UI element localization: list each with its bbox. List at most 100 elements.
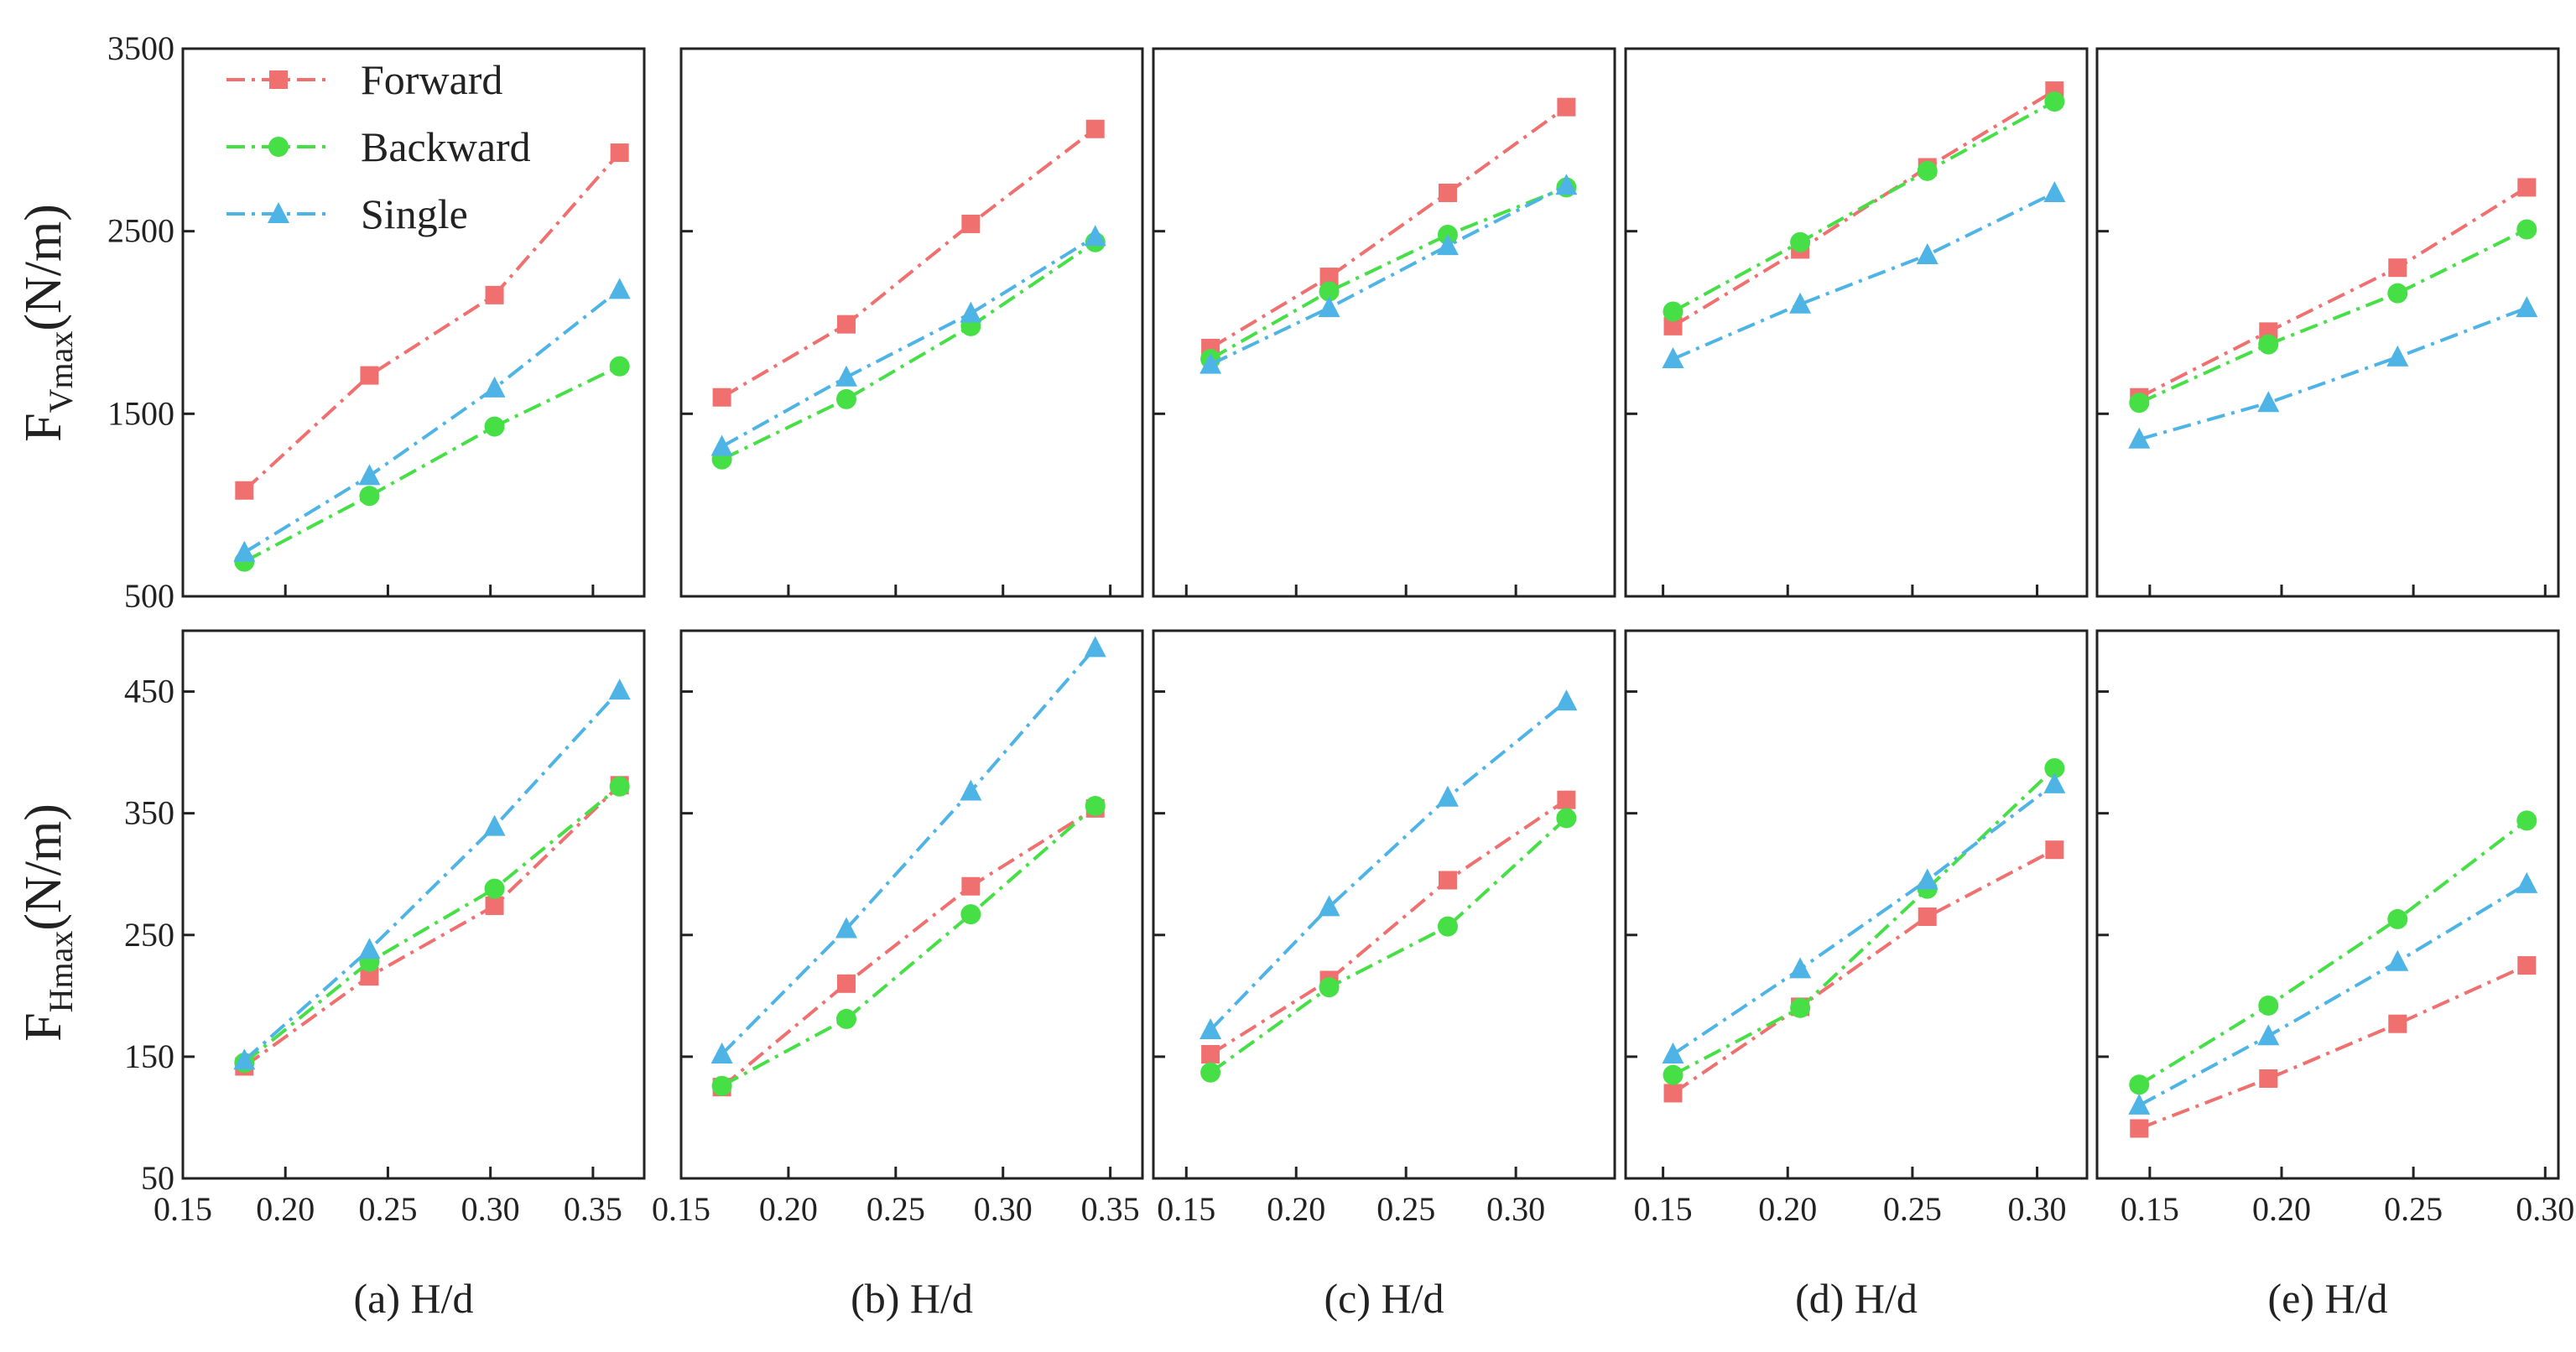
panel-c-upper-backward-line <box>1210 185 1568 361</box>
panel-e-lower-backward-point-1 <box>2129 1074 2150 1095</box>
panel-d-upper-backward-point-2 <box>1790 231 1811 252</box>
panel-e-upper-single-point-1 <box>2128 427 2151 449</box>
panel-a-upper-backward-line <box>243 364 621 564</box>
panel-a-lower-single-point-4 <box>608 679 631 700</box>
panel-b-upper-forward-point-2 <box>836 315 856 334</box>
panel-d-lower-forward-point-4 <box>2045 840 2064 860</box>
legend-item-forward: Forward <box>226 56 502 103</box>
panel-c-lower-forward-point-1 <box>1201 1044 1220 1063</box>
x-tick-label-c-0.20: 0.20 <box>1267 1190 1325 1228</box>
panel-e-upper-forward-point-4 <box>2517 178 2537 197</box>
panel-e-upper-backward-point-2 <box>2258 334 2279 355</box>
panel-d-upper-backward-point-3 <box>1917 160 1938 181</box>
panel-b-lower-backward-point-2 <box>835 1008 856 1029</box>
x-tick-label-e-0.25: 0.25 <box>2384 1190 2443 1228</box>
upper-y-axis-label: FVmax(N/m) <box>15 204 80 442</box>
panel-b-lower: 0.15 0.20 0.25 0.30 0.35 <box>652 629 1144 1228</box>
y-tick-label-lower-50: 50 <box>141 1159 174 1197</box>
panel-c-lower-backward-point-1 <box>1200 1062 1221 1083</box>
panel-a-lower-forward-point-3 <box>485 896 504 915</box>
caption-c: (c) H/d <box>1324 1275 1444 1322</box>
panel-e-upper <box>2095 47 2560 598</box>
panel-c-lower-backward-point-2 <box>1319 977 1340 998</box>
panel-c-upper-single-point-2 <box>1318 296 1340 318</box>
panel-a-lower-single-point-3 <box>483 814 506 836</box>
legend-forward-marker <box>269 70 288 89</box>
panel-d-upper-backward-point-1 <box>1663 301 1684 322</box>
panel-c-lower-single-line <box>1209 699 1568 1032</box>
panel-e-lower-frame <box>2095 629 2560 1180</box>
panel-d-lower-backward-line <box>1672 767 2056 1077</box>
x-tick-label-a-0.20: 0.20 <box>256 1190 315 1228</box>
panel-e-lower-backward-line <box>2138 819 2528 1086</box>
y-tick-label-upper-3500: 3500 <box>107 29 174 67</box>
x-tick-label-d-0.20: 0.20 <box>1758 1190 1817 1228</box>
panel-b-upper-backward-line <box>721 241 1096 461</box>
panel-b-upper <box>679 47 1144 598</box>
panel-a-upper-single-point-2 <box>358 464 381 486</box>
panel-b-lower-backward-line <box>721 804 1097 1088</box>
panel-b-lower-backward-point-1 <box>711 1075 732 1096</box>
panel-d-lower-forward-line <box>1672 848 2056 1095</box>
legend-backward-label: Backward <box>361 123 531 170</box>
panel-e-upper-backward-line <box>2138 227 2528 405</box>
panel-c-lower-backward-point-3 <box>1437 916 1458 937</box>
x-tick-label-a-0.15: 0.15 <box>154 1190 212 1228</box>
panel-e-lower-backward-point-2 <box>2258 995 2279 1016</box>
panel-d-lower: 0.15 0.20 0.25 0.30 <box>1624 629 2089 1228</box>
panel-b-upper-forward-point-1 <box>712 387 731 407</box>
panel-b-upper-single-line <box>721 235 1096 449</box>
panel-a-lower-frame <box>181 629 646 1180</box>
panel-d-upper-single-point-1 <box>1662 347 1684 369</box>
panel-a-upper-single-line <box>243 288 621 554</box>
panel-e-upper-backward-point-1 <box>2129 393 2150 413</box>
panel-a-upper-backward-point-4 <box>609 356 630 377</box>
panel-a-upper-backward-point-3 <box>484 416 505 437</box>
y-tick-label-lower-350: 350 <box>124 794 174 832</box>
panel-a-upper-forward-point-1 <box>235 481 254 500</box>
caption-e: (e) H/d <box>2268 1275 2388 1322</box>
panel-d-upper-backward-line <box>1672 100 2056 314</box>
panel-e-upper-backward-point-4 <box>2516 219 2537 240</box>
panel-c-lower-single-point-2 <box>1318 895 1340 917</box>
panel-c-upper-forward-point-3 <box>1438 183 1457 202</box>
legend-item-backward: Backward <box>226 123 531 170</box>
x-tick-label-c-0.25: 0.25 <box>1376 1190 1435 1228</box>
panel-d-lower-forward-point-3 <box>1918 907 1937 927</box>
panel-e-upper-frame <box>2095 47 2560 598</box>
x-tick-label-d-0.15: 0.15 <box>1634 1190 1693 1228</box>
panel-c-lower: 0.15 0.20 0.25 0.30 <box>1152 629 1616 1228</box>
panel-a-upper-single-point-4 <box>608 278 631 299</box>
panel-d-lower-backward-point-4 <box>2044 757 2065 778</box>
panel-a-lower-single-point-1 <box>233 1048 256 1070</box>
x-tick-label-e-0.15: 0.15 <box>2121 1190 2179 1228</box>
panels: 500 1500 2500 3500 50 150 250 350 450 0.15 0.20 0.2… <box>107 29 2574 1322</box>
panel-c-lower-single-point-1 <box>1200 1017 1222 1039</box>
x-tick-label-d-0.25: 0.25 <box>1883 1190 1942 1228</box>
panel-a-upper-forward-point-3 <box>485 285 504 304</box>
legend-item-single: Single <box>226 190 468 237</box>
panel-e-lower-single-line <box>2138 882 2528 1107</box>
panel-c-lower-single-point-4 <box>1555 689 1578 711</box>
panel-c-lower-backward-point-4 <box>1556 808 1577 829</box>
panel-b-lower-backward-point-3 <box>960 904 981 925</box>
panel-e-lower-single-point-2 <box>2257 1024 2280 1046</box>
panel-a-lower-backward-point-4 <box>609 776 630 797</box>
panel-b-lower-forward-line <box>721 807 1096 1089</box>
legend-backward-marker <box>268 137 289 157</box>
panel-c-upper-frame <box>1152 47 1616 598</box>
y-tick-label-lower-150: 150 <box>124 1037 174 1075</box>
panel-d-lower-frame <box>1624 629 2089 1180</box>
y-tick-label-upper-500: 500 <box>124 577 174 615</box>
panel-a-lower-backward-point-3 <box>484 878 505 899</box>
panel-b-upper-single-point-1 <box>710 434 733 456</box>
panel-b-upper-forward-line <box>721 127 1096 399</box>
panel-d-upper-single-point-3 <box>1916 242 1939 264</box>
panel-a-upper-single-point-3 <box>483 376 506 398</box>
panel-c-upper-forward-point-4 <box>1557 97 1576 117</box>
panel-a-upper: 500 1500 2500 3500 <box>107 29 646 615</box>
panel-b-upper-single-point-3 <box>960 301 982 323</box>
panel-b-upper-frame <box>679 47 1144 598</box>
x-tick-label-a-0.35: 0.35 <box>564 1190 622 1228</box>
panel-d-lower-forward-point-1 <box>1663 1084 1683 1103</box>
